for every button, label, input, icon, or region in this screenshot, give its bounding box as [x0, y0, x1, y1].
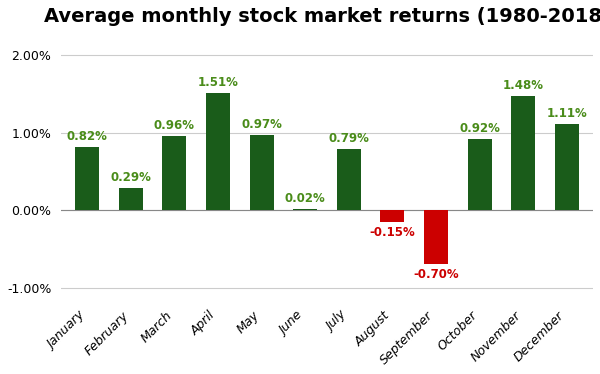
Text: 0.02%: 0.02% — [285, 192, 326, 205]
Bar — [250, 135, 274, 210]
Text: 0.82%: 0.82% — [67, 130, 107, 143]
Text: 0.29%: 0.29% — [110, 171, 151, 184]
Bar — [467, 139, 491, 210]
Text: -0.15%: -0.15% — [370, 226, 415, 239]
Text: 1.51%: 1.51% — [197, 76, 238, 89]
Title: Average monthly stock market returns (1980-2018): Average monthly stock market returns (19… — [44, 7, 600, 26]
Text: 1.48%: 1.48% — [503, 79, 544, 92]
Bar — [380, 210, 404, 222]
Bar — [163, 136, 187, 210]
Bar — [75, 147, 99, 210]
Bar — [555, 124, 579, 210]
Bar — [206, 93, 230, 210]
Text: 0.97%: 0.97% — [241, 118, 282, 131]
Text: 1.11%: 1.11% — [547, 107, 587, 120]
Text: 0.79%: 0.79% — [328, 132, 369, 145]
Bar — [511, 95, 535, 210]
Bar — [119, 188, 143, 210]
Text: -0.70%: -0.70% — [413, 269, 459, 281]
Text: 0.96%: 0.96% — [154, 119, 195, 132]
Bar — [424, 210, 448, 264]
Text: 0.92%: 0.92% — [459, 122, 500, 135]
Bar — [337, 149, 361, 210]
Bar — [293, 209, 317, 210]
